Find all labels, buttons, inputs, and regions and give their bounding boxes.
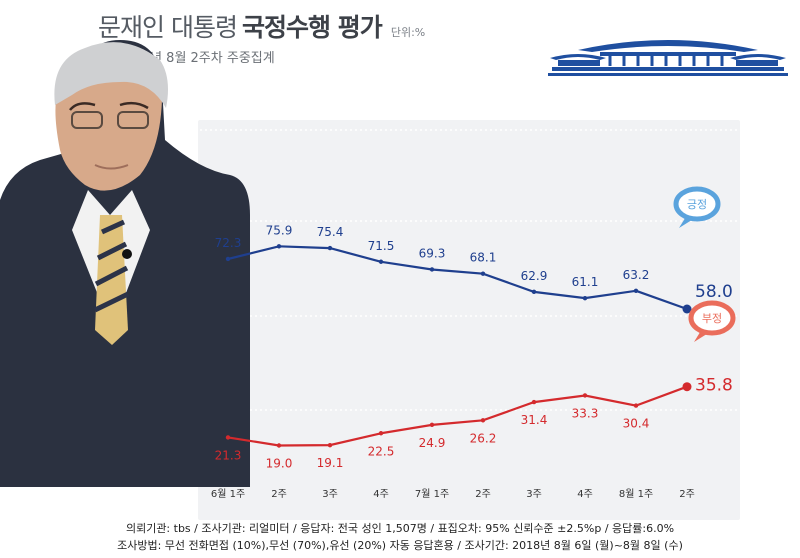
series-line-negative	[227, 385, 688, 447]
data-label: 19.0	[266, 457, 293, 471]
data-label: 61.1	[572, 275, 599, 289]
data-label: 26.2	[470, 431, 497, 445]
data-label: 69.3	[419, 246, 446, 260]
x-tick-label: 8월 1주	[619, 488, 653, 500]
bubble-shape	[688, 300, 736, 336]
data-label: 24.9	[419, 436, 446, 450]
title-main: 국정수행 평가	[242, 13, 383, 42]
data-point	[378, 431, 384, 436]
data-point	[682, 382, 692, 392]
data-point	[531, 399, 537, 405]
data-label: 30.4	[623, 417, 650, 431]
x-tick-label: 3주	[526, 489, 542, 500]
data-point	[276, 443, 282, 448]
glasses-right	[117, 111, 149, 129]
data-label: 63.2	[623, 268, 650, 282]
data-label: 31.4	[521, 413, 548, 427]
negative-legend-bubble: 부정	[688, 300, 736, 342]
eyebrows	[69, 101, 149, 111]
data-point	[480, 271, 486, 276]
data-point	[633, 403, 639, 408]
glasses-left	[71, 111, 103, 129]
bubble-tail	[694, 329, 710, 342]
data-label: 19.1	[317, 456, 344, 470]
data-point	[327, 245, 333, 251]
data-label: 75.9	[266, 223, 293, 237]
data-point	[429, 267, 435, 272]
bubble-label: 부정	[702, 312, 722, 325]
data-point	[633, 288, 639, 293]
hair-shape	[54, 42, 168, 108]
chart-title: 문재인 대통령 국정수행 평가 단위:%	[98, 8, 425, 42]
x-tick-label: 3주	[322, 489, 338, 500]
portrait-photo	[0, 40, 250, 487]
data-point	[480, 418, 486, 423]
bubble-label: 긍정	[687, 198, 707, 211]
data-label: 71.5	[368, 239, 395, 253]
data-point	[276, 244, 282, 249]
data-point	[378, 259, 384, 264]
data-point	[429, 422, 435, 428]
bubble-shape	[673, 186, 721, 222]
mouth	[94, 164, 129, 170]
data-point	[225, 435, 231, 440]
x-tick-label: 2주	[271, 489, 287, 500]
x-tick-label: 2주	[679, 489, 695, 500]
data-label: 35.8	[695, 376, 733, 396]
title-prefix: 문재인 대통령	[98, 13, 238, 42]
data-label: 21.3	[215, 448, 242, 462]
data-point	[327, 442, 333, 448]
data-point	[225, 256, 231, 262]
footer-survey-method: 조사방법: 무선 전화면접 (10%),무선 (70%),유선 (20%) 자동…	[117, 539, 683, 552]
data-label: 62.9	[521, 269, 548, 283]
lapel-mic	[122, 249, 132, 259]
series-line-positive	[227, 245, 688, 311]
positive-legend-bubble: 긍정	[673, 186, 721, 228]
x-tick-label: 7월 1주	[415, 488, 449, 500]
x-tick-label: 6월 1주	[211, 488, 245, 500]
plot-background	[198, 120, 740, 520]
data-point	[531, 289, 537, 295]
data-label: 72.3	[215, 236, 242, 250]
data-label: 33.3	[572, 406, 599, 420]
data-point	[682, 304, 692, 314]
data-label: 22.5	[368, 444, 395, 458]
bubble-tail	[679, 215, 695, 228]
footer-survey-info: 의뢰기관: tbs / 조사기관: 리얼미터 / 응답자: 전국 성인 1,50…	[125, 522, 675, 535]
data-label: 68.1	[470, 251, 497, 265]
data-point	[582, 393, 588, 398]
unit-label: 단위:%	[390, 26, 426, 39]
x-tick-label: 2주	[475, 489, 491, 500]
x-tick-label: 4주	[577, 489, 593, 500]
x-tick-label: 4주	[373, 489, 389, 500]
data-point	[582, 295, 588, 301]
necktie-stripes	[93, 219, 130, 313]
blue-house-logo-icon	[548, 40, 788, 76]
data-label: 58.0	[695, 282, 733, 302]
data-label: 75.4	[317, 225, 344, 239]
